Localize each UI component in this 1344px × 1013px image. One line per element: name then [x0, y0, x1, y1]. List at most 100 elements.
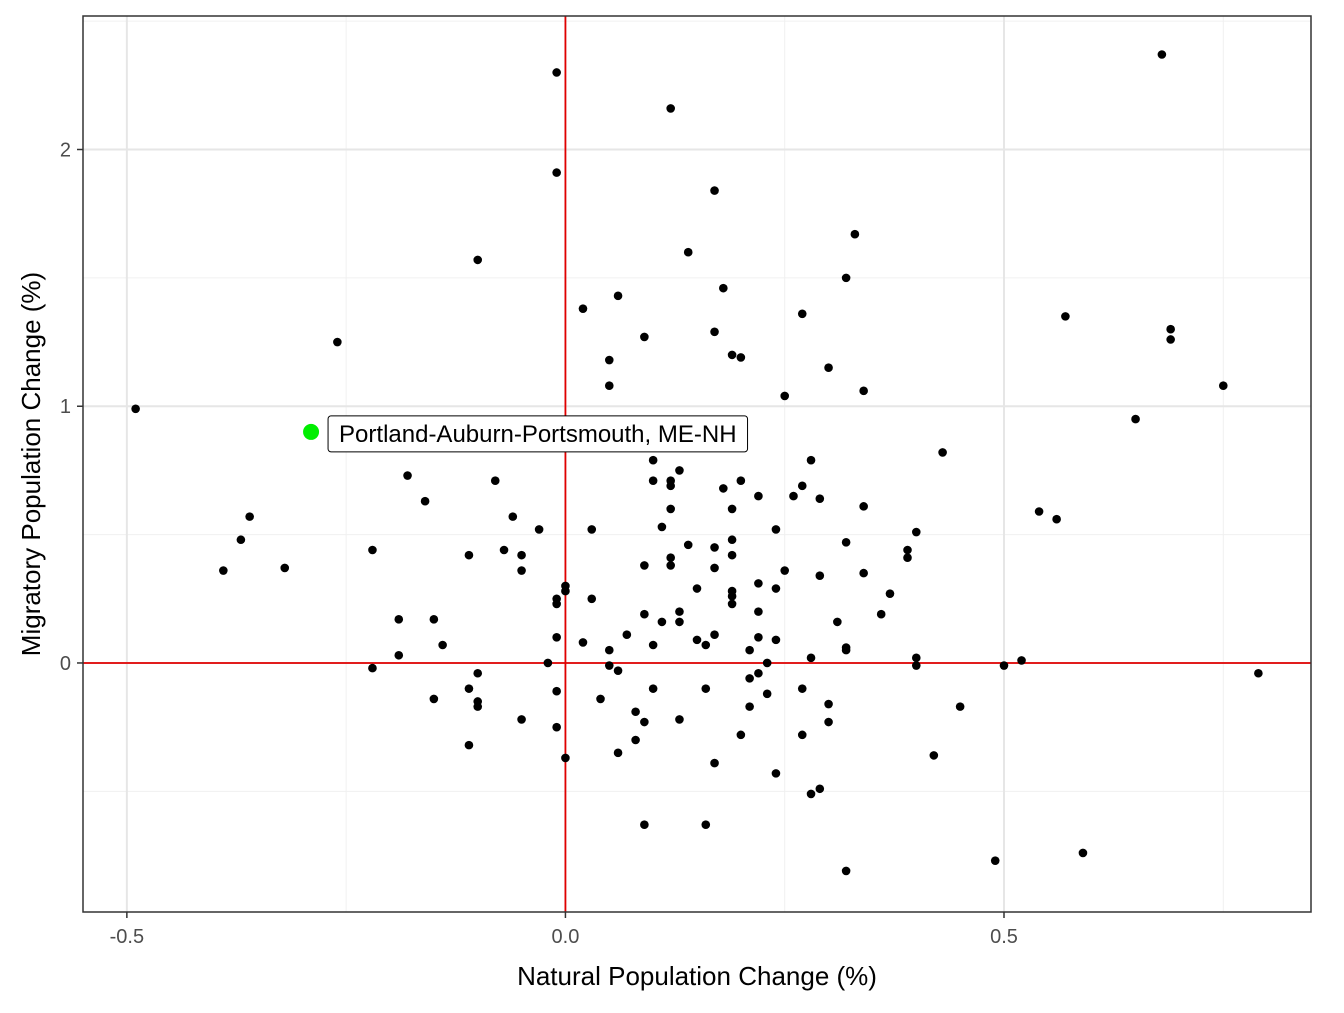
data-point	[640, 609, 649, 619]
data-point	[999, 661, 1009, 670]
axes: -0.5 0.0 0.5 0 1 2	[60, 140, 1018, 948]
data-point	[754, 632, 763, 642]
data-point	[473, 668, 483, 678]
data-point	[587, 525, 597, 534]
data-point	[631, 707, 640, 717]
data-point	[552, 168, 561, 177]
data-point	[710, 630, 719, 640]
data-point	[604, 381, 614, 390]
data-point	[955, 702, 965, 711]
data-point	[131, 404, 140, 414]
data-point	[657, 522, 667, 532]
data-point	[1034, 507, 1044, 516]
data-point	[903, 553, 912, 563]
data-point	[701, 684, 711, 693]
data-point	[613, 748, 623, 758]
x-axis-title: Natural Population Change (%)	[517, 961, 877, 991]
data-point	[587, 594, 597, 604]
data-point	[1218, 381, 1228, 390]
highlight-layer: Portland-Auburn-Portsmouth, ME-NH	[303, 415, 749, 453]
data-point	[719, 484, 728, 493]
data-point	[1061, 312, 1070, 321]
data-point	[727, 591, 737, 601]
data-point	[754, 579, 763, 588]
data-point	[692, 584, 702, 593]
data-point	[429, 615, 439, 624]
data-point	[911, 653, 921, 663]
data-point	[578, 638, 588, 647]
data-point	[552, 68, 561, 77]
data-point	[815, 784, 825, 794]
data-point	[1166, 324, 1175, 334]
data-point	[789, 491, 798, 501]
data-point	[903, 545, 912, 555]
data-point	[736, 730, 746, 740]
data-point	[1052, 514, 1061, 524]
data-point	[911, 661, 921, 670]
data-point	[771, 584, 781, 593]
data-point	[990, 856, 1000, 865]
data-point	[648, 684, 658, 693]
data-point	[745, 702, 754, 711]
data-point	[622, 630, 632, 640]
data-point	[824, 699, 833, 709]
data-point	[578, 304, 588, 313]
data-point	[517, 715, 526, 724]
data-point	[552, 722, 561, 732]
data-point	[675, 607, 684, 616]
data-point	[245, 512, 254, 521]
data-point	[754, 607, 763, 616]
data-point	[797, 730, 807, 740]
data-point	[666, 104, 675, 113]
data-point	[727, 599, 737, 609]
data-point	[815, 571, 825, 580]
data-point	[859, 386, 868, 396]
data-point	[885, 589, 895, 598]
data-point	[1157, 50, 1167, 59]
data-point	[403, 471, 412, 480]
y-axis-title: Migratory Population Change (%)	[16, 272, 46, 656]
data-point	[561, 586, 570, 596]
data-point	[806, 789, 816, 799]
data-point	[824, 363, 833, 373]
x-tick-label: 0.5	[990, 926, 1018, 948]
data-point	[333, 337, 342, 347]
data-point	[438, 640, 447, 650]
data-point	[543, 658, 553, 668]
data-point	[517, 550, 526, 560]
data-point	[683, 540, 693, 550]
data-point	[833, 617, 842, 627]
data-point	[797, 684, 807, 693]
data-point	[561, 753, 570, 763]
data-point	[841, 538, 851, 547]
data-point	[675, 466, 684, 475]
data-point	[368, 545, 377, 555]
panel-background	[83, 16, 1311, 912]
data-point	[394, 650, 404, 660]
data-point	[762, 658, 772, 668]
data-point	[710, 758, 719, 768]
data-point	[710, 186, 719, 195]
data-point	[683, 247, 693, 257]
data-point	[815, 494, 825, 503]
data-point	[745, 674, 754, 683]
data-point	[640, 717, 649, 727]
data-point	[692, 635, 702, 645]
data-point	[727, 504, 737, 514]
y-tick-label: 2	[60, 140, 71, 162]
reference-lines	[83, 16, 1311, 912]
data-point	[850, 229, 860, 239]
data-point	[534, 525, 544, 534]
data-point	[701, 820, 711, 830]
data-point	[736, 476, 746, 485]
data-point	[368, 663, 377, 673]
data-points	[131, 50, 1263, 876]
data-point	[604, 645, 614, 655]
data-point	[806, 653, 816, 663]
data-point	[473, 255, 483, 265]
data-point	[666, 504, 675, 514]
data-point	[640, 820, 649, 830]
data-point	[675, 617, 684, 627]
data-point	[771, 635, 781, 645]
data-point	[841, 866, 851, 876]
